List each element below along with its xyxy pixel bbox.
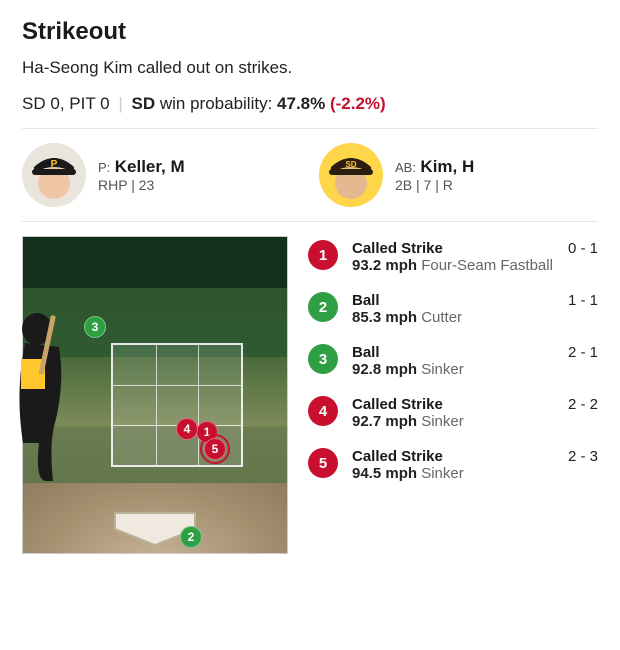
svg-text:P: P <box>51 159 58 170</box>
pitch-number-badge: 2 <box>308 292 338 322</box>
pitcher-meta: RHP | 23 <box>98 177 185 193</box>
pitch-body: Called Strike 2 - 3 94.5 mph Sinker <box>352 448 598 482</box>
pitcher-card[interactable]: P P: Keller, M RHP | 23 <box>22 143 301 207</box>
pitch-type: Cutter <box>421 309 462 326</box>
pitch-mph: 94.5 mph <box>352 465 417 482</box>
pitch-body: Ball 1 - 1 85.3 mph Cutter <box>352 292 598 326</box>
avatar-icon: P <box>22 143 86 207</box>
pitch-type: Sinker <box>421 465 464 482</box>
players-row: P P: Keller, M RHP | 23 SD AB: Kim, H 2B… <box>22 143 598 207</box>
home-abbr: PIT <box>69 94 95 113</box>
pitch-type: Sinker <box>421 413 464 430</box>
pitch-row[interactable]: 2 Ball 1 - 1 85.3 mph Cutter <box>308 292 598 326</box>
pitcher-info: P: Keller, M RHP | 23 <box>98 157 185 193</box>
pitcher-name: Keller, M <box>115 157 185 176</box>
pitch-body: Ball 2 - 1 92.8 mph Sinker <box>352 344 598 378</box>
divider <box>22 221 598 222</box>
pitch-mph: 93.2 mph <box>352 257 417 274</box>
pitch-type: Four-Seam Fastball <box>421 257 553 274</box>
batter-card[interactable]: SD AB: Kim, H 2B | 7 | R <box>319 143 598 207</box>
batter-meta: 2B | 7 | R <box>395 177 474 193</box>
outcome-title: Strikeout <box>22 18 598 46</box>
home-runs: 0 <box>100 94 109 113</box>
pitch-marker-5[interactable]: 5 <box>204 438 226 460</box>
pitch-result: Called Strike <box>352 448 443 465</box>
avatar-icon: SD <box>319 143 383 207</box>
pitch-number-badge: 3 <box>308 344 338 374</box>
pitcher-avatar: P <box>22 143 86 207</box>
pitch-mph: 85.3 mph <box>352 309 417 326</box>
pitch-type: Sinker <box>421 361 464 378</box>
pitch-marker-2[interactable]: 2 <box>180 526 202 548</box>
separator-pipe: | <box>118 94 122 113</box>
wp-team: SD <box>132 94 156 113</box>
pitch-row[interactable]: 4 Called Strike 2 - 2 92.7 mph Sinker <box>308 396 598 430</box>
pitch-count: 2 - 3 <box>568 448 598 465</box>
away-abbr: SD <box>22 94 46 113</box>
zone-gridline <box>113 385 241 386</box>
zone-gridline <box>156 345 157 465</box>
pitch-row[interactable]: 3 Ball 2 - 1 92.8 mph Sinker <box>308 344 598 378</box>
outfield-wall <box>23 237 287 288</box>
pitch-number-badge: 5 <box>308 448 338 478</box>
pitch-row[interactable]: 1 Called Strike 0 - 1 93.2 mph Four-Seam Fa… <box>308 240 598 274</box>
pitch-marker-3[interactable]: 3 <box>84 316 106 338</box>
batter-silhouette-icon <box>15 303 75 483</box>
wp-label: win probability: <box>155 94 277 113</box>
pitch-body: Called Strike 2 - 2 92.7 mph Sinker <box>352 396 598 430</box>
pitch-number-badge: 4 <box>308 396 338 426</box>
pitch-result: Called Strike <box>352 396 443 413</box>
pitcher-role-label: P: <box>98 160 110 175</box>
pitch-result: Ball <box>352 344 380 361</box>
strike-zone-graphic[interactable]: 12345 <box>22 236 288 554</box>
score-line: SD 0, PIT 0 | SD win probability: 47.8% … <box>22 94 598 114</box>
svg-text:SD: SD <box>345 160 356 169</box>
wp-value: 47.8% <box>277 94 325 113</box>
pitch-mph: 92.8 mph <box>352 361 417 378</box>
away-runs: 0 <box>50 94 59 113</box>
pitch-body: Called Strike 0 - 1 93.2 mph Four-Seam Fas… <box>352 240 598 274</box>
batter-name: Kim, H <box>420 157 474 176</box>
plate-appearance-main: 12345 1Called Strike0 - 193.2 mph Four-S… <box>22 236 598 554</box>
divider <box>22 128 598 129</box>
pitch-number-badge: 1 <box>308 240 338 270</box>
pitch-count: 0 - 1 <box>568 240 598 257</box>
wp-delta: (-2.2%) <box>330 94 386 113</box>
pitch-list: 1 Called Strike 0 - 1 93.2 mph Four-Seam Fa… <box>308 236 598 554</box>
pitch-count: 1 - 1 <box>568 292 598 309</box>
pitch-marker-4[interactable]: 4 <box>176 418 198 440</box>
pitch-result: Ball <box>352 292 380 309</box>
pitch-count: 2 - 1 <box>568 344 598 361</box>
pitch-mph: 92.7 mph <box>352 413 417 430</box>
batter-info: AB: Kim, H 2B | 7 | R <box>395 157 474 193</box>
batter-role-label: AB: <box>395 160 416 175</box>
pitch-row[interactable]: 5 Called Strike 2 - 3 94.5 mph Sinker <box>308 448 598 482</box>
pitch-count: 2 - 2 <box>568 396 598 413</box>
batter-avatar: SD <box>319 143 383 207</box>
outcome-description: Ha-Seong Kim called out on strikes. <box>22 58 598 78</box>
pitch-result: Called Strike <box>352 240 443 257</box>
